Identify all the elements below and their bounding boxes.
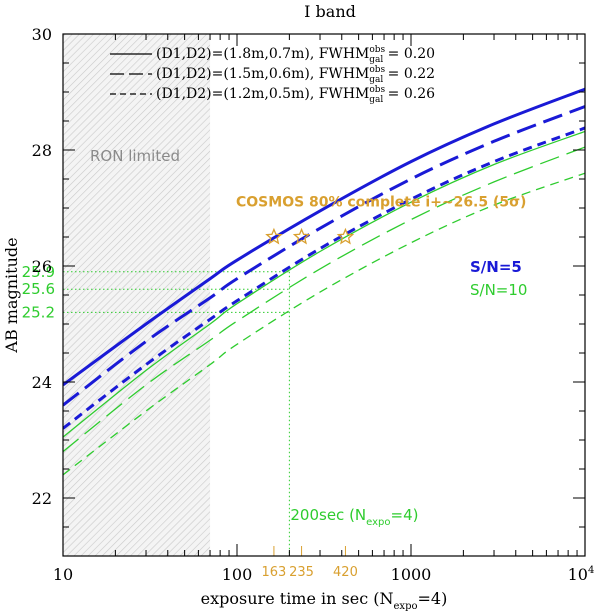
cosmos-exposure-label: 235 — [289, 565, 314, 580]
y-tick-label: 28 — [32, 141, 52, 160]
snr-5-label: S/N=5 — [470, 258, 522, 276]
legend: (D1,D2)=(1.8m,0.7m), FWHMobs gal = 0.20(D… — [110, 45, 435, 105]
snr-10-label: S/N=10 — [470, 281, 527, 299]
cosmos-markers: 163 235 420 — [262, 227, 358, 580]
cosmos-star-marker — [265, 227, 283, 245]
ron-limited-label: RON limited — [90, 147, 180, 165]
axes: 10 100 1000 104 22 24 26 28 30 — [32, 25, 595, 584]
cosmos-star-marker — [336, 227, 355, 245]
y-tick-label: 30 — [32, 25, 52, 44]
x-tick-label: 100 — [222, 565, 253, 584]
legend-entry-label: (D1,D2)=(1.8m,0.7m), FWHMobs gal = 0.20 — [156, 45, 435, 65]
y-axis-label: AB magnitude — [2, 237, 21, 353]
series-line-solid-snr5 — [63, 87, 585, 387]
legend-entry-label: (D1,D2)=(1.2m,0.5m), FWHMobs gal = 0.26 — [156, 85, 435, 105]
reference-lines: 25.925.6 25.2 — [22, 263, 290, 556]
reference-exposure-label: 200sec (Nexpo=4) — [290, 506, 418, 528]
series-line-shortdash-snr5 — [63, 126, 585, 430]
x-tick-label: 10 — [53, 565, 73, 584]
cosmos-star-marker — [292, 227, 311, 245]
series-line-shortdash-snr10 — [63, 172, 585, 476]
y-tick-label: 22 — [32, 489, 52, 508]
cosmos-exposure-label: 163 — [262, 565, 287, 580]
cosmos-exposure-label: 420 — [333, 565, 358, 580]
reference-level-label: 25.2 — [22, 303, 55, 321]
series-line-solid-snr10 — [63, 130, 585, 438]
series-layer — [63, 87, 585, 476]
y-tick-label: 26 — [32, 257, 52, 276]
x-tick-label: 1000 — [391, 565, 432, 584]
x-axis-label: exposure time in sec (Nexpo=4) — [201, 589, 448, 612]
reference-level-label: 25.6 — [22, 280, 55, 298]
plot-frame — [62, 33, 586, 557]
y-tick-label: 24 — [32, 373, 52, 392]
x-tick-label: 104 — [568, 565, 595, 584]
reference-level-label: 25.9 — [22, 263, 55, 281]
legend-entry-label: (D1,D2)=(1.5m,0.6m), FWHMobs gal = 0.22 — [156, 65, 435, 85]
chart-title: I band — [304, 2, 356, 21]
cosmos-completeness-label: COSMOS 80% complete i+~26.5 (5σ) — [236, 194, 526, 210]
